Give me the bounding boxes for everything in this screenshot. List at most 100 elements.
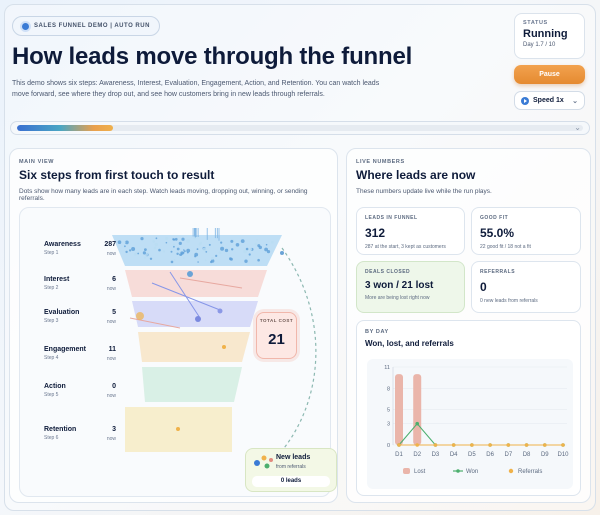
lead-dot — [173, 245, 175, 248]
total-cost-card: TOTAL COST 21 — [256, 312, 297, 359]
lead-dot — [123, 241, 126, 244]
lead-dot — [154, 242, 158, 247]
step-name: Engagement — [44, 346, 87, 353]
demo-tag-label: SALES FUNNEL DEMO | AUTO RUN — [34, 23, 150, 29]
lead-dot — [162, 250, 166, 253]
lead-dot — [195, 316, 201, 322]
lead-dot — [197, 261, 199, 263]
y-tick-label: 3 — [387, 422, 390, 428]
lead-dot — [254, 242, 258, 246]
step-name: Action — [44, 383, 66, 390]
lead-dot — [194, 255, 197, 258]
demo-tag: SALES FUNNEL DEMO | AUTO RUN — [12, 16, 160, 36]
lead-dot — [153, 246, 157, 250]
referrals-point — [470, 443, 474, 447]
speed-label: Speed 1x — [533, 97, 564, 104]
lead-dot — [265, 243, 268, 246]
step-count: 11 — [108, 346, 116, 353]
legend-swatch-referrals — [508, 468, 514, 474]
step-count-sub: now — [106, 286, 116, 292]
lead-dot — [178, 252, 181, 255]
progress-fill — [17, 125, 114, 131]
speed-select[interactable]: Speed 1x ⌄ — [514, 91, 585, 110]
step-number: Step 1 — [44, 250, 59, 256]
funnel-step-awareness: Awareness Step 1 287 now — [44, 241, 124, 257]
y-tick-label: 11 — [384, 365, 390, 371]
by-day-title: Won, lost, and referrals — [365, 339, 454, 348]
progress-track — [17, 125, 583, 131]
play-speed-icon — [521, 96, 529, 105]
move-line — [169, 271, 201, 319]
referrals-card: REFERRALS 0 0 new leads from referrals — [471, 261, 581, 313]
lead-dot — [158, 248, 161, 252]
lead-dot — [229, 257, 233, 261]
lead-dot — [131, 247, 136, 251]
card-value: 312 — [365, 226, 386, 240]
step-count: 3 — [112, 426, 116, 433]
card-value: 0 — [480, 280, 487, 294]
chevron-down-icon[interactable]: ⌄ — [574, 123, 581, 132]
lead-dot — [231, 248, 234, 251]
lead-dot — [117, 240, 122, 244]
lead-dot — [165, 241, 168, 244]
y-tick-label: 5 — [387, 408, 390, 414]
lead-dot — [245, 247, 249, 251]
new-leads-count: 0 leads — [252, 476, 330, 487]
funnel-step-retention: Retention Step 6 3 now — [44, 426, 124, 442]
by-day-label: BY DAY — [365, 329, 389, 335]
step-name: Retention — [44, 426, 77, 433]
lead-dot — [155, 237, 158, 240]
card-value: 3 won / 21 lost — [365, 280, 434, 291]
step-count-sub: now — [106, 393, 116, 399]
by-day-chart: 0 3 5 8 11 D1 D2 D3 D4 D5 D6 D7 D8 D9 D10 Lost Won Referr… — [384, 365, 569, 475]
lead-dot — [172, 238, 175, 241]
funnel-band-engagement — [138, 332, 250, 362]
lead-dot — [174, 237, 178, 241]
referrals-point — [561, 443, 565, 447]
funnel-band-action — [142, 367, 242, 402]
card-label: DEALS CLOSED — [365, 269, 411, 275]
main-view-label: MAIN VIEW — [19, 159, 55, 165]
new-leads-card: New leads from referrals 0 leads — [245, 448, 337, 492]
lead-dot — [257, 258, 260, 262]
lead-dot — [210, 260, 213, 264]
lead-dot — [243, 249, 247, 254]
main-view-title: Six steps from first touch to result — [19, 168, 215, 182]
pause-button[interactable]: Pause — [514, 65, 585, 84]
lead-dot — [224, 248, 229, 253]
x-tick-label: D6 — [486, 452, 494, 458]
step-count-sub: now — [106, 251, 116, 257]
x-tick-label: D10 — [557, 452, 569, 458]
card-sub: More are being lost right now — [365, 295, 430, 301]
lead-dot — [170, 250, 173, 253]
lead-dot — [140, 237, 144, 241]
x-tick-label: D8 — [523, 452, 531, 458]
chevron-down-icon: ⌄ — [572, 97, 578, 105]
referrals-point — [524, 443, 529, 447]
lead-dot — [218, 251, 222, 255]
lead-dot — [183, 249, 185, 251]
referrals-point — [542, 443, 547, 447]
lead-dot — [173, 259, 176, 262]
step-number: Step 2 — [44, 285, 59, 291]
lead-dot — [235, 243, 240, 247]
lead-dot — [266, 250, 271, 254]
new-leads-sub: from referrals — [276, 464, 306, 470]
live-numbers-desc: These numbers update live while the run … — [356, 188, 492, 195]
lead-dot — [220, 241, 223, 244]
legend-swatch-won-dot — [456, 469, 460, 473]
step-name: Interest — [44, 276, 70, 283]
lost-bar — [395, 374, 403, 445]
referrals-point — [488, 443, 492, 447]
lead-dot — [264, 247, 268, 252]
lead-dot — [125, 240, 129, 245]
lead-dot — [202, 247, 207, 252]
funnel-step-interest: Interest Step 2 6 now — [44, 276, 124, 292]
card-value: 55.0% — [480, 226, 515, 240]
main-view-panel: MAIN VIEW Six steps from first touch to … — [9, 148, 338, 503]
step-count: 287 — [104, 241, 116, 248]
lead-dot — [222, 345, 226, 349]
lead-dot — [220, 246, 225, 251]
lead-dot — [248, 253, 251, 256]
card-sub: 0 new leads from referrals — [480, 298, 538, 304]
